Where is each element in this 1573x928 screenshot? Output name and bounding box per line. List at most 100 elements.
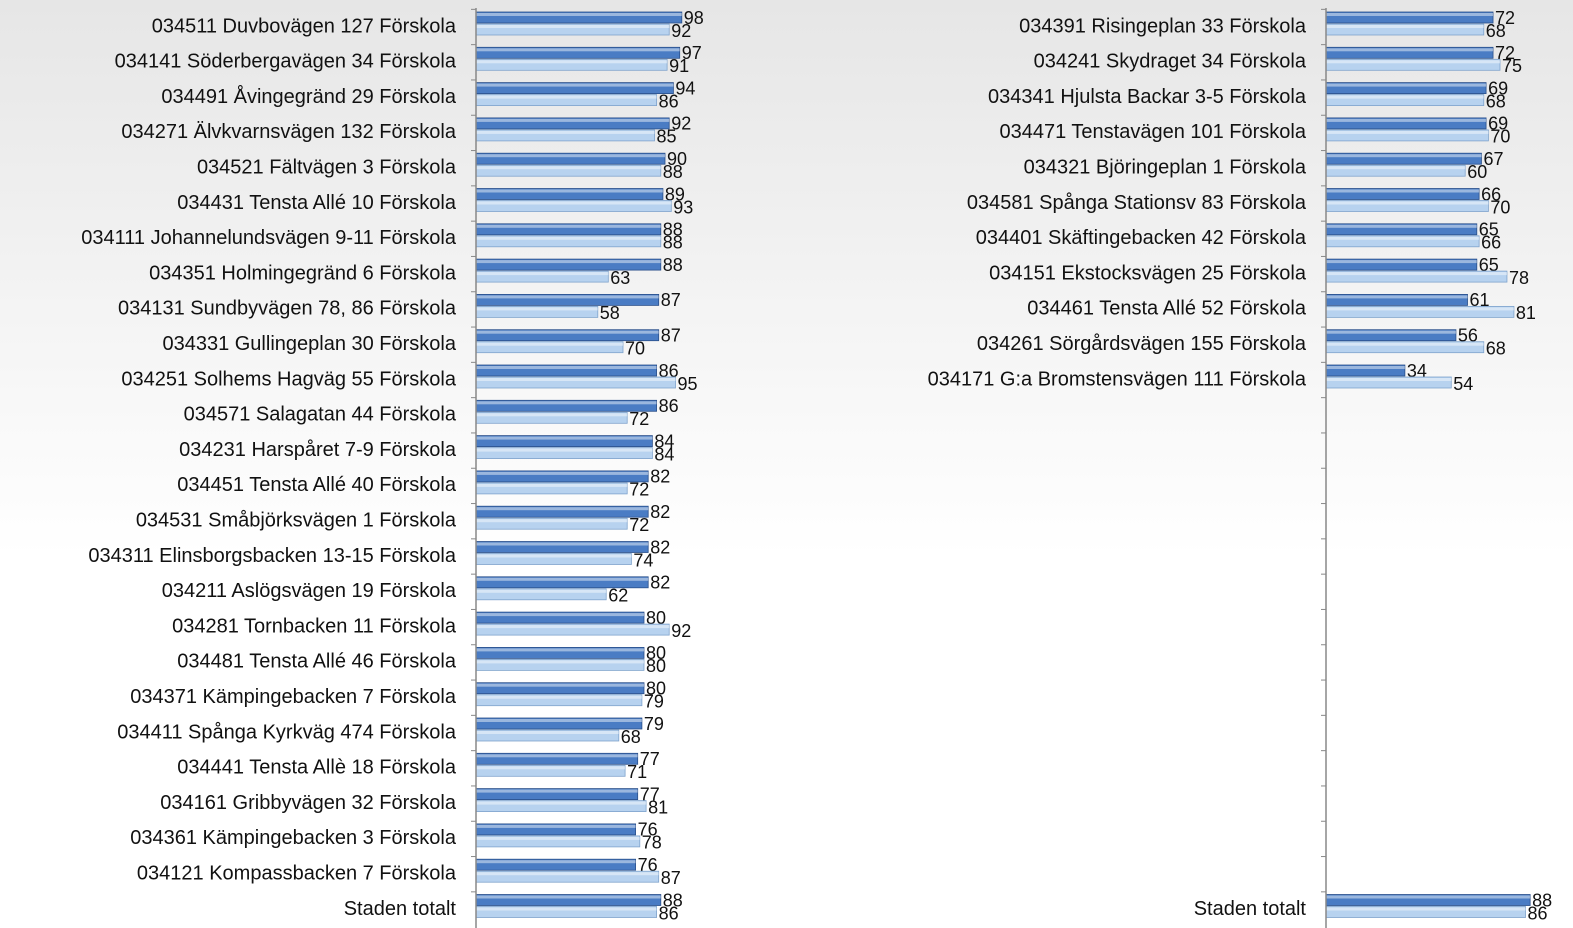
value-label: 82 (650, 573, 670, 593)
value-label: 71 (627, 762, 647, 782)
category-label: 034211 Aslögsvägen 19 Förskola (162, 580, 457, 602)
value-label: 91 (669, 56, 689, 76)
category-label: 034491 Åvingegränd 29 Förskola (161, 85, 457, 108)
category-label: 034231 Harspåret 7-9 Förskola (179, 439, 457, 461)
bar-highlight (476, 872, 659, 876)
bar-highlight (476, 683, 644, 687)
value-label: 74 (633, 550, 653, 570)
value-label: 68 (1486, 338, 1506, 358)
value-label: 95 (678, 374, 698, 394)
value-label: 88 (663, 890, 683, 910)
bar-highlight (476, 577, 649, 581)
value-label: 97 (682, 43, 702, 63)
bar-highlight (476, 48, 680, 52)
category-label: 034441 Tensta Allè 18 Förskola (177, 757, 457, 779)
value-label: 61 (1470, 290, 1490, 310)
category-label: 034281 Tornbacken 11 Förskola (172, 615, 457, 637)
value-label: 62 (608, 586, 628, 606)
category-label: 034171 G:a Bromstensvägen 111 Förskola (928, 368, 1307, 390)
category-label: 034401 Skäftingebacken 42 Förskola (976, 227, 1307, 249)
category-label: 034431 Tensta Allé 10 Förskola (177, 192, 457, 214)
bar-highlight (476, 554, 632, 558)
category-label: 034511 Duvbovägen 127 Förskola (152, 15, 457, 37)
bar-highlight (476, 436, 653, 440)
bar-highlight (1326, 307, 1514, 311)
value-label: 87 (661, 325, 681, 345)
category-label: 034321 Björingeplan 1 Förskola (1024, 156, 1307, 178)
bar-highlight (476, 613, 644, 617)
bar-highlight (476, 789, 638, 793)
bar-highlight (476, 519, 628, 523)
bar-highlight (476, 330, 659, 334)
bar-highlight (1326, 189, 1480, 193)
value-label: 82 (650, 467, 670, 487)
bar-highlight (476, 307, 598, 311)
value-label: 92 (671, 621, 691, 641)
value-label: 77 (640, 784, 660, 804)
value-label: 92 (671, 21, 691, 41)
bar-highlight (1326, 154, 1482, 158)
bar-highlight (476, 542, 649, 546)
bar-highlight (476, 295, 659, 299)
bar-highlight (1326, 25, 1484, 28)
value-label: 88 (663, 220, 683, 240)
category-label: 034411 Spånga Kyrkväg 474 Förskola (117, 721, 457, 743)
category-label: 034251 Solhems Hagväg 55 Förskola (121, 368, 457, 390)
category-label: 034361 Kämpingebacken 3 Förskola (130, 827, 457, 849)
bar-highlight (476, 836, 640, 840)
category-label: 034131 Sundbyvägen 78, 86 Förskola (118, 298, 457, 320)
value-label: 58 (600, 303, 620, 323)
value-label: 88 (663, 162, 683, 182)
value-label: 65 (1479, 220, 1499, 240)
value-label: 72 (629, 409, 649, 429)
value-label: 81 (1516, 303, 1536, 323)
category-label: 034531 Småbjörksvägen 1 Förskola (136, 509, 457, 531)
bar-highlight (1326, 48, 1494, 52)
value-label: 80 (646, 678, 666, 698)
bar-highlight (476, 83, 674, 87)
value-label: 34 (1407, 361, 1427, 381)
value-label: 67 (1483, 149, 1503, 169)
value-label: 94 (675, 78, 695, 98)
category-label: 034451 Tensta Allé 40 Förskola (177, 474, 457, 496)
bar-highlight (476, 60, 668, 64)
bar-highlight (476, 154, 665, 158)
bar-highlight (476, 754, 638, 758)
value-label: 60 (1467, 162, 1487, 182)
value-label: 80 (646, 656, 666, 676)
bar-highlight (476, 378, 676, 381)
value-label: 79 (644, 691, 664, 711)
category-label: 034311 Elinsborgsbacken 13-15 Förskola (88, 545, 457, 567)
bar-highlight (1326, 378, 1452, 381)
bar-highlight (1326, 272, 1507, 276)
bar-highlight (476, 236, 661, 240)
bar-highlight (476, 224, 661, 228)
bar-highlight (476, 95, 657, 99)
bar-highlight (1326, 260, 1477, 264)
bar-highlight (1326, 118, 1487, 122)
value-label: 70 (625, 338, 645, 358)
bar-highlight (1326, 224, 1477, 228)
value-label: 84 (654, 431, 674, 451)
value-label: 86 (1528, 903, 1548, 923)
category-label: Staden totalt (1194, 898, 1307, 920)
bar-highlight (1326, 60, 1500, 64)
value-label: 70 (1490, 127, 1510, 147)
category-label: 034261 Sörgårdsvägen 155 Förskola (977, 333, 1307, 355)
value-label: 72 (629, 515, 649, 535)
bar-highlight (476, 507, 649, 511)
bar-highlight (476, 695, 642, 699)
value-label: 66 (1481, 233, 1501, 253)
bar-highlight (476, 471, 649, 475)
bar-highlight (1326, 236, 1480, 240)
bar-highlight (476, 731, 619, 734)
category-label: 034331 Gullingeplan 30 Förskola (162, 333, 456, 355)
bar-highlight (1326, 330, 1456, 334)
value-label: 88 (663, 233, 683, 253)
bar-highlight (476, 118, 670, 122)
value-label: 72 (629, 480, 649, 500)
value-label: 56 (1458, 325, 1478, 345)
value-label: 88 (1532, 890, 1552, 910)
value-label: 82 (650, 537, 670, 557)
value-label: 68 (621, 727, 641, 747)
